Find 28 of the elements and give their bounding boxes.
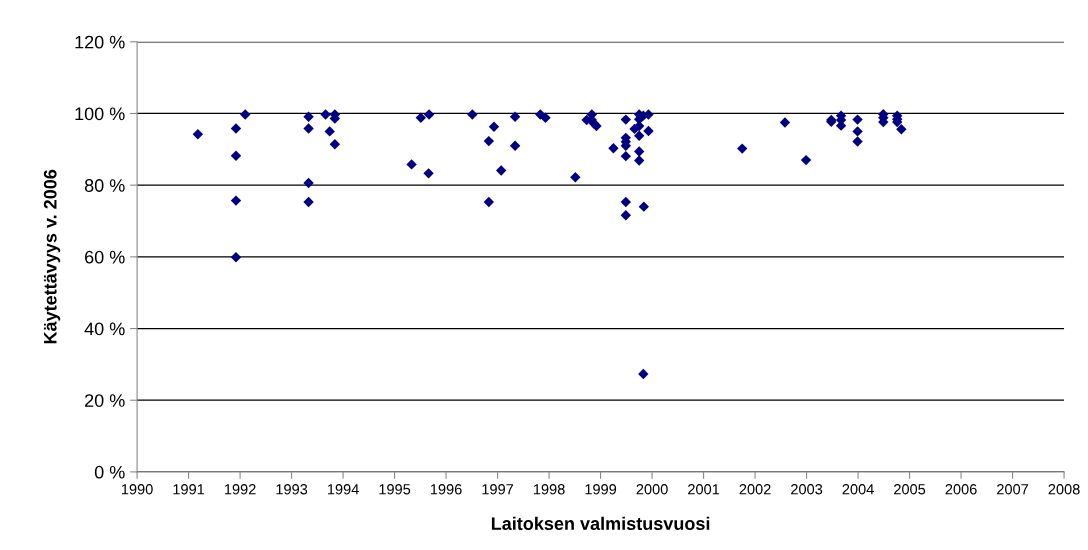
x-tick-label: 2007 [997, 484, 1029, 495]
x-tick-label: 2006 [945, 484, 977, 495]
y-axis-title: Käytettävyys v. 2006 [43, 169, 61, 344]
y-tick-label: 40 % [84, 322, 125, 336]
x-tick-label: 2003 [791, 484, 823, 495]
x-tick-label: 1995 [379, 484, 411, 495]
x-tick-label: 1996 [430, 484, 462, 495]
x-tick-label: 2002 [739, 484, 771, 495]
x-tick-label: 1997 [482, 484, 514, 495]
x-tick-label: 1992 [224, 484, 256, 495]
y-tick-label: 0 % [94, 465, 125, 479]
x-tick-label: 1990 [121, 484, 153, 495]
x-tick-label: 2008 [1048, 484, 1080, 495]
x-tick-label: 1994 [327, 484, 359, 495]
y-tick-label: 80 % [84, 179, 125, 192]
y-tick-label: 100 % [75, 107, 125, 121]
x-axis-title: Laitoksen valmistusvuosi [491, 516, 710, 531]
x-tick-label: 1993 [276, 484, 308, 495]
x-tick-label: 1999 [585, 484, 617, 495]
x-tick-label: 2001 [688, 484, 720, 495]
x-tick-label: 2005 [894, 484, 926, 495]
x-tick-label: 1998 [533, 484, 565, 495]
y-tick-label: 20 % [85, 394, 125, 407]
x-tick-label: 1991 [173, 484, 205, 495]
x-tick-label: 2004 [842, 484, 874, 495]
y-tick-label: 120 % [75, 35, 125, 49]
x-tick-label: 2000 [636, 484, 668, 495]
y-tick-label: 60 % [85, 250, 125, 264]
